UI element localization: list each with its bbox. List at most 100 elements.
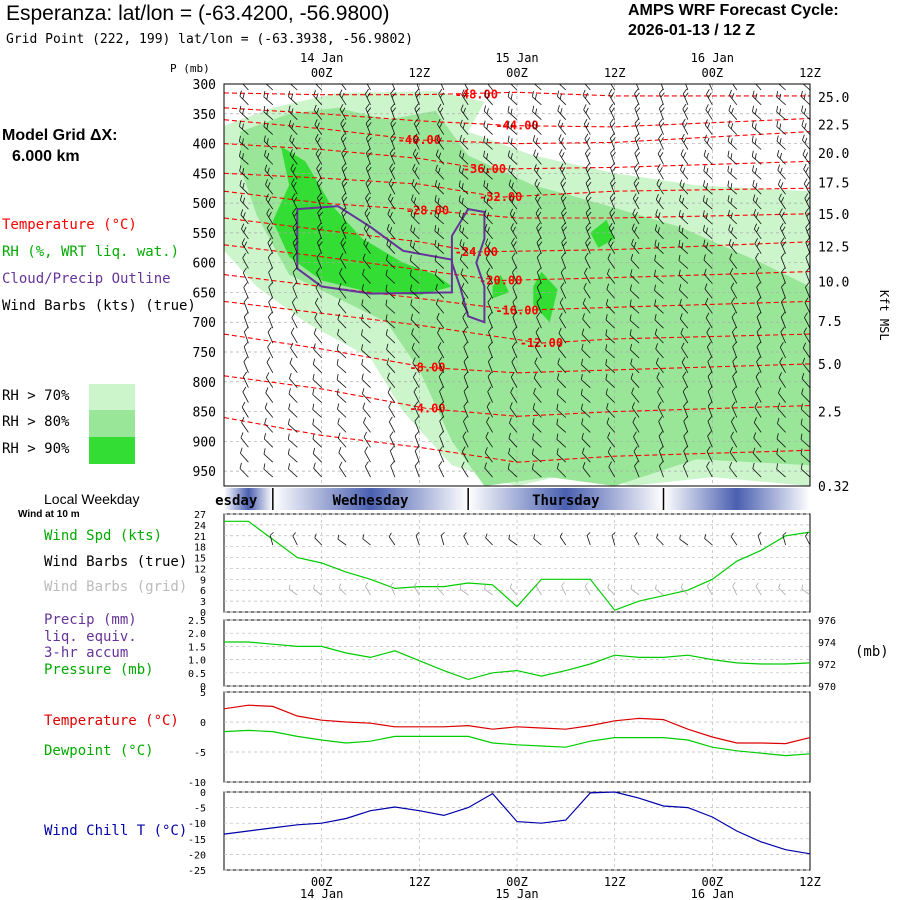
wind-barb-flag — [532, 120, 535, 127]
wind-barb — [409, 254, 420, 269]
wind-barb — [434, 179, 445, 195]
wind-barb-staff — [556, 439, 567, 448]
wind-barb-flag — [434, 225, 437, 231]
wind-barb — [756, 327, 762, 344]
wind-barb — [484, 462, 493, 478]
wind-barb — [751, 150, 762, 165]
surface-wind-barb-flag — [611, 532, 616, 536]
wind-barb-flag — [438, 74, 444, 79]
wind-barb-staff — [388, 198, 396, 210]
grid-wind-barb — [584, 582, 591, 596]
wind-barb — [536, 312, 542, 329]
wind-barb — [239, 179, 249, 195]
wind-barb-flag — [728, 238, 732, 245]
wind-barb-flag — [532, 91, 534, 97]
wind-barb-staff — [439, 391, 445, 403]
wind-barb-staff — [805, 227, 810, 239]
wind-barb-staff — [678, 230, 689, 240]
weekday-band — [663, 488, 810, 510]
wind-barb — [240, 432, 249, 448]
wind-barb-staff — [361, 304, 371, 314]
wind-barb-flag — [483, 150, 486, 157]
wind-barb-staff — [605, 393, 615, 403]
wind-barb-staff — [585, 182, 591, 195]
wind-barb-flag — [366, 226, 370, 233]
wind-barb-flag — [317, 207, 322, 213]
temperature-legend-label: Temperature (°C) — [2, 217, 137, 233]
wind-barb — [752, 84, 762, 91]
wind-barb-staff — [706, 451, 713, 463]
wind-barb-flag — [777, 164, 781, 171]
wind-barb-staff — [387, 378, 396, 388]
wind-barb — [288, 388, 298, 403]
wind-barb — [289, 134, 298, 150]
wind-barb — [316, 163, 323, 180]
wind-barb-staff — [462, 331, 469, 344]
wind-barb — [606, 283, 616, 299]
wind-barb — [584, 133, 591, 150]
wind-barb — [339, 104, 347, 120]
surface-wind-barb-flag — [757, 532, 762, 536]
wind-barb-staff — [629, 334, 640, 344]
wind-barb-staff — [582, 84, 591, 91]
wind-barb-flag — [336, 388, 339, 395]
surface-wind-barb-flag — [533, 534, 536, 539]
wind-barb — [511, 237, 518, 254]
wind-barb-staff — [291, 302, 298, 314]
wind-barb-flag — [217, 417, 223, 422]
wind-barb — [777, 417, 786, 433]
wind-barb-flag — [706, 446, 711, 452]
wind-barb-flag — [703, 149, 707, 156]
surface-wind-barb-flag — [730, 532, 734, 537]
wind-barb-staff — [609, 197, 616, 210]
wind-barb-staff — [657, 168, 664, 180]
wind-barb-flag — [388, 193, 392, 200]
wind-barb — [339, 268, 347, 284]
wind-barb — [655, 343, 664, 359]
wind-barb-flag — [752, 105, 755, 112]
wind-barb — [659, 461, 664, 478]
wind-barb-staff — [461, 94, 469, 106]
wind-barb-flag — [486, 138, 489, 145]
wind-barb — [705, 104, 713, 120]
wind-barb — [336, 344, 347, 359]
wind-barb-staff — [484, 84, 493, 91]
wind-barb-flag — [655, 357, 659, 364]
wind-barb-staff — [365, 167, 371, 180]
wind-barb-staff — [365, 138, 371, 150]
wind-barb — [263, 84, 274, 91]
wind-barb-staff — [387, 214, 396, 225]
wind-barb-flag — [729, 89, 732, 96]
wind-barb-flag — [657, 386, 661, 393]
wind-barb — [340, 222, 347, 239]
wind-barb — [732, 341, 738, 359]
wind-barb-staff — [533, 169, 542, 180]
wind-barb-flag — [536, 182, 540, 188]
wind-barb-flag — [634, 118, 639, 124]
wind-barb-flag — [316, 163, 321, 169]
wind-barb-staff — [365, 123, 371, 135]
wind-barb-flag — [776, 135, 779, 142]
wind-barb-flag — [461, 282, 465, 289]
pressure-tick-label: 750 — [193, 346, 216, 361]
wind-barb-flag — [754, 138, 757, 145]
wind-barb-staff — [291, 317, 298, 329]
wind-barb-flag — [291, 137, 295, 144]
wind-barb-flag — [557, 343, 561, 349]
wind-barb — [366, 148, 372, 165]
weekday-band — [224, 488, 273, 510]
wind-barb — [292, 252, 298, 269]
wind-barb — [633, 178, 640, 195]
rh-region-rh80 — [240, 107, 810, 486]
wind-barb-flag — [218, 327, 224, 332]
wind-barb-staff — [239, 126, 249, 135]
wind-speed-tick-label: 27 — [194, 510, 206, 521]
wind-barb-flag — [389, 163, 394, 169]
wind-barb-flag — [484, 462, 487, 469]
wind-barb-staff — [634, 168, 640, 180]
wind-barb — [387, 387, 396, 403]
wind-barb-staff — [655, 348, 664, 359]
wind-barb — [706, 461, 713, 478]
wind-barb-flag — [484, 447, 488, 453]
wind-barb-staff — [486, 406, 493, 418]
